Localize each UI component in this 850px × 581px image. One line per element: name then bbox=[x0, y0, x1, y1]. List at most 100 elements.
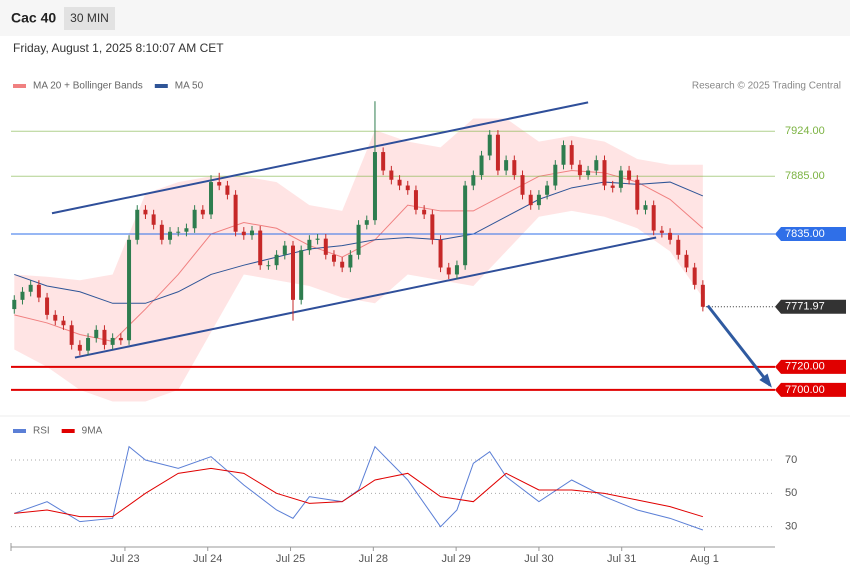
candle-body bbox=[217, 182, 222, 186]
candle-body bbox=[340, 261, 345, 268]
candle-body bbox=[200, 209, 205, 215]
candle-body bbox=[176, 231, 181, 233]
candle-body bbox=[495, 134, 500, 171]
candle-body bbox=[290, 245, 295, 300]
candle-body bbox=[225, 185, 230, 195]
candle-body bbox=[512, 160, 517, 176]
candle-body bbox=[405, 185, 410, 191]
candle-body bbox=[12, 299, 17, 310]
price-tag-label: 7835.00 bbox=[785, 228, 825, 240]
candle-body bbox=[594, 160, 599, 171]
candle-body bbox=[627, 170, 632, 180]
price-tag bbox=[775, 299, 846, 314]
candle-body bbox=[668, 232, 673, 240]
candle-body bbox=[28, 284, 33, 292]
candle-body bbox=[45, 297, 50, 315]
rsi-tick-label: 50 bbox=[785, 487, 797, 499]
credit: Research © 2025 Trading Central bbox=[692, 81, 841, 92]
candle-body bbox=[348, 254, 353, 268]
candle-body bbox=[577, 164, 582, 176]
candle-body bbox=[151, 214, 156, 225]
candle-body bbox=[372, 152, 377, 221]
candle-body bbox=[94, 329, 99, 338]
candle-body bbox=[487, 134, 492, 156]
candle-body bbox=[528, 194, 533, 206]
candle-body bbox=[651, 205, 656, 231]
candle-body bbox=[331, 254, 336, 262]
level-label: 7885.00 bbox=[785, 170, 825, 182]
candle-body bbox=[659, 230, 664, 233]
candle-body bbox=[127, 239, 132, 341]
candle-body bbox=[258, 230, 263, 266]
candle-body bbox=[184, 228, 189, 232]
date: Friday, August 1, 2025 8:10:07 AM CET bbox=[13, 41, 224, 55]
candle-body bbox=[168, 231, 173, 240]
candle-body bbox=[520, 175, 525, 195]
candle-body bbox=[307, 239, 312, 251]
price-tag-label: 7700.00 bbox=[785, 384, 825, 396]
interval[interactable]: 30 MIN bbox=[70, 11, 109, 25]
candle-body bbox=[53, 314, 58, 321]
candle-body bbox=[135, 209, 140, 240]
legend-label: MA 20 + Bollinger Bands bbox=[33, 81, 143, 92]
legend-label: RSI bbox=[33, 426, 50, 437]
x-tick-label: Jul 25 bbox=[276, 553, 305, 565]
candle-body bbox=[561, 145, 566, 165]
candle-body bbox=[364, 220, 369, 225]
candle-body bbox=[602, 160, 607, 186]
header-bar bbox=[0, 0, 850, 36]
candle-body bbox=[110, 337, 115, 345]
candle-body bbox=[643, 205, 648, 210]
candle-body bbox=[143, 209, 148, 215]
candle-body bbox=[454, 265, 459, 275]
price-tag-label: 7771.97 bbox=[785, 301, 825, 313]
candle-body bbox=[553, 164, 558, 186]
price-tag-label: 7720.00 bbox=[785, 361, 825, 373]
rsi-ma-line bbox=[14, 467, 704, 518]
x-tick-label: Jul 31 bbox=[607, 553, 636, 565]
rsi-tick-label: 70 bbox=[785, 454, 797, 466]
candle-body bbox=[36, 284, 41, 298]
candle-body bbox=[536, 194, 541, 206]
candle-body bbox=[274, 254, 279, 266]
x-tick-label: Aug 1 bbox=[690, 553, 719, 565]
interval-box[interactable] bbox=[64, 7, 115, 30]
candle-body bbox=[463, 185, 468, 266]
candle-body bbox=[356, 224, 361, 255]
forecast-arrow bbox=[706, 304, 772, 387]
candle-body bbox=[700, 284, 705, 307]
instrument: Cac 40 bbox=[11, 10, 56, 26]
candle-body bbox=[20, 291, 25, 300]
candle-body bbox=[266, 265, 271, 267]
x-tick-label: Jul 30 bbox=[524, 553, 553, 565]
candle-body bbox=[282, 245, 287, 255]
candle-body bbox=[381, 152, 386, 171]
price-tag bbox=[775, 382, 846, 397]
candle-body bbox=[545, 185, 550, 195]
x-tick-label: Jul 23 bbox=[110, 553, 139, 565]
candle-body bbox=[102, 329, 107, 345]
x-tick-label: Jul 29 bbox=[441, 553, 470, 565]
candle-body bbox=[397, 179, 402, 186]
price-tag bbox=[775, 359, 846, 374]
candle-body bbox=[479, 155, 484, 176]
candle-body bbox=[192, 209, 197, 229]
bollinger-band bbox=[14, 118, 703, 402]
x-tick-label: Jul 28 bbox=[359, 553, 388, 565]
legend-swatch bbox=[13, 429, 26, 433]
legend-swatch bbox=[154, 84, 168, 88]
arrow-head bbox=[759, 373, 772, 388]
candle-body bbox=[389, 170, 394, 180]
candle-body bbox=[471, 175, 476, 186]
candle-body bbox=[676, 239, 681, 255]
channel-line bbox=[51, 101, 589, 215]
candle-body bbox=[159, 224, 164, 240]
candle-body bbox=[692, 267, 697, 285]
candle-body bbox=[586, 170, 591, 176]
level-label: 7924.00 bbox=[785, 125, 825, 137]
x-tick-label: Jul 24 bbox=[193, 553, 222, 565]
candle-body bbox=[86, 337, 91, 351]
candle-body bbox=[684, 254, 689, 268]
legend-label: MA 50 bbox=[175, 81, 204, 92]
